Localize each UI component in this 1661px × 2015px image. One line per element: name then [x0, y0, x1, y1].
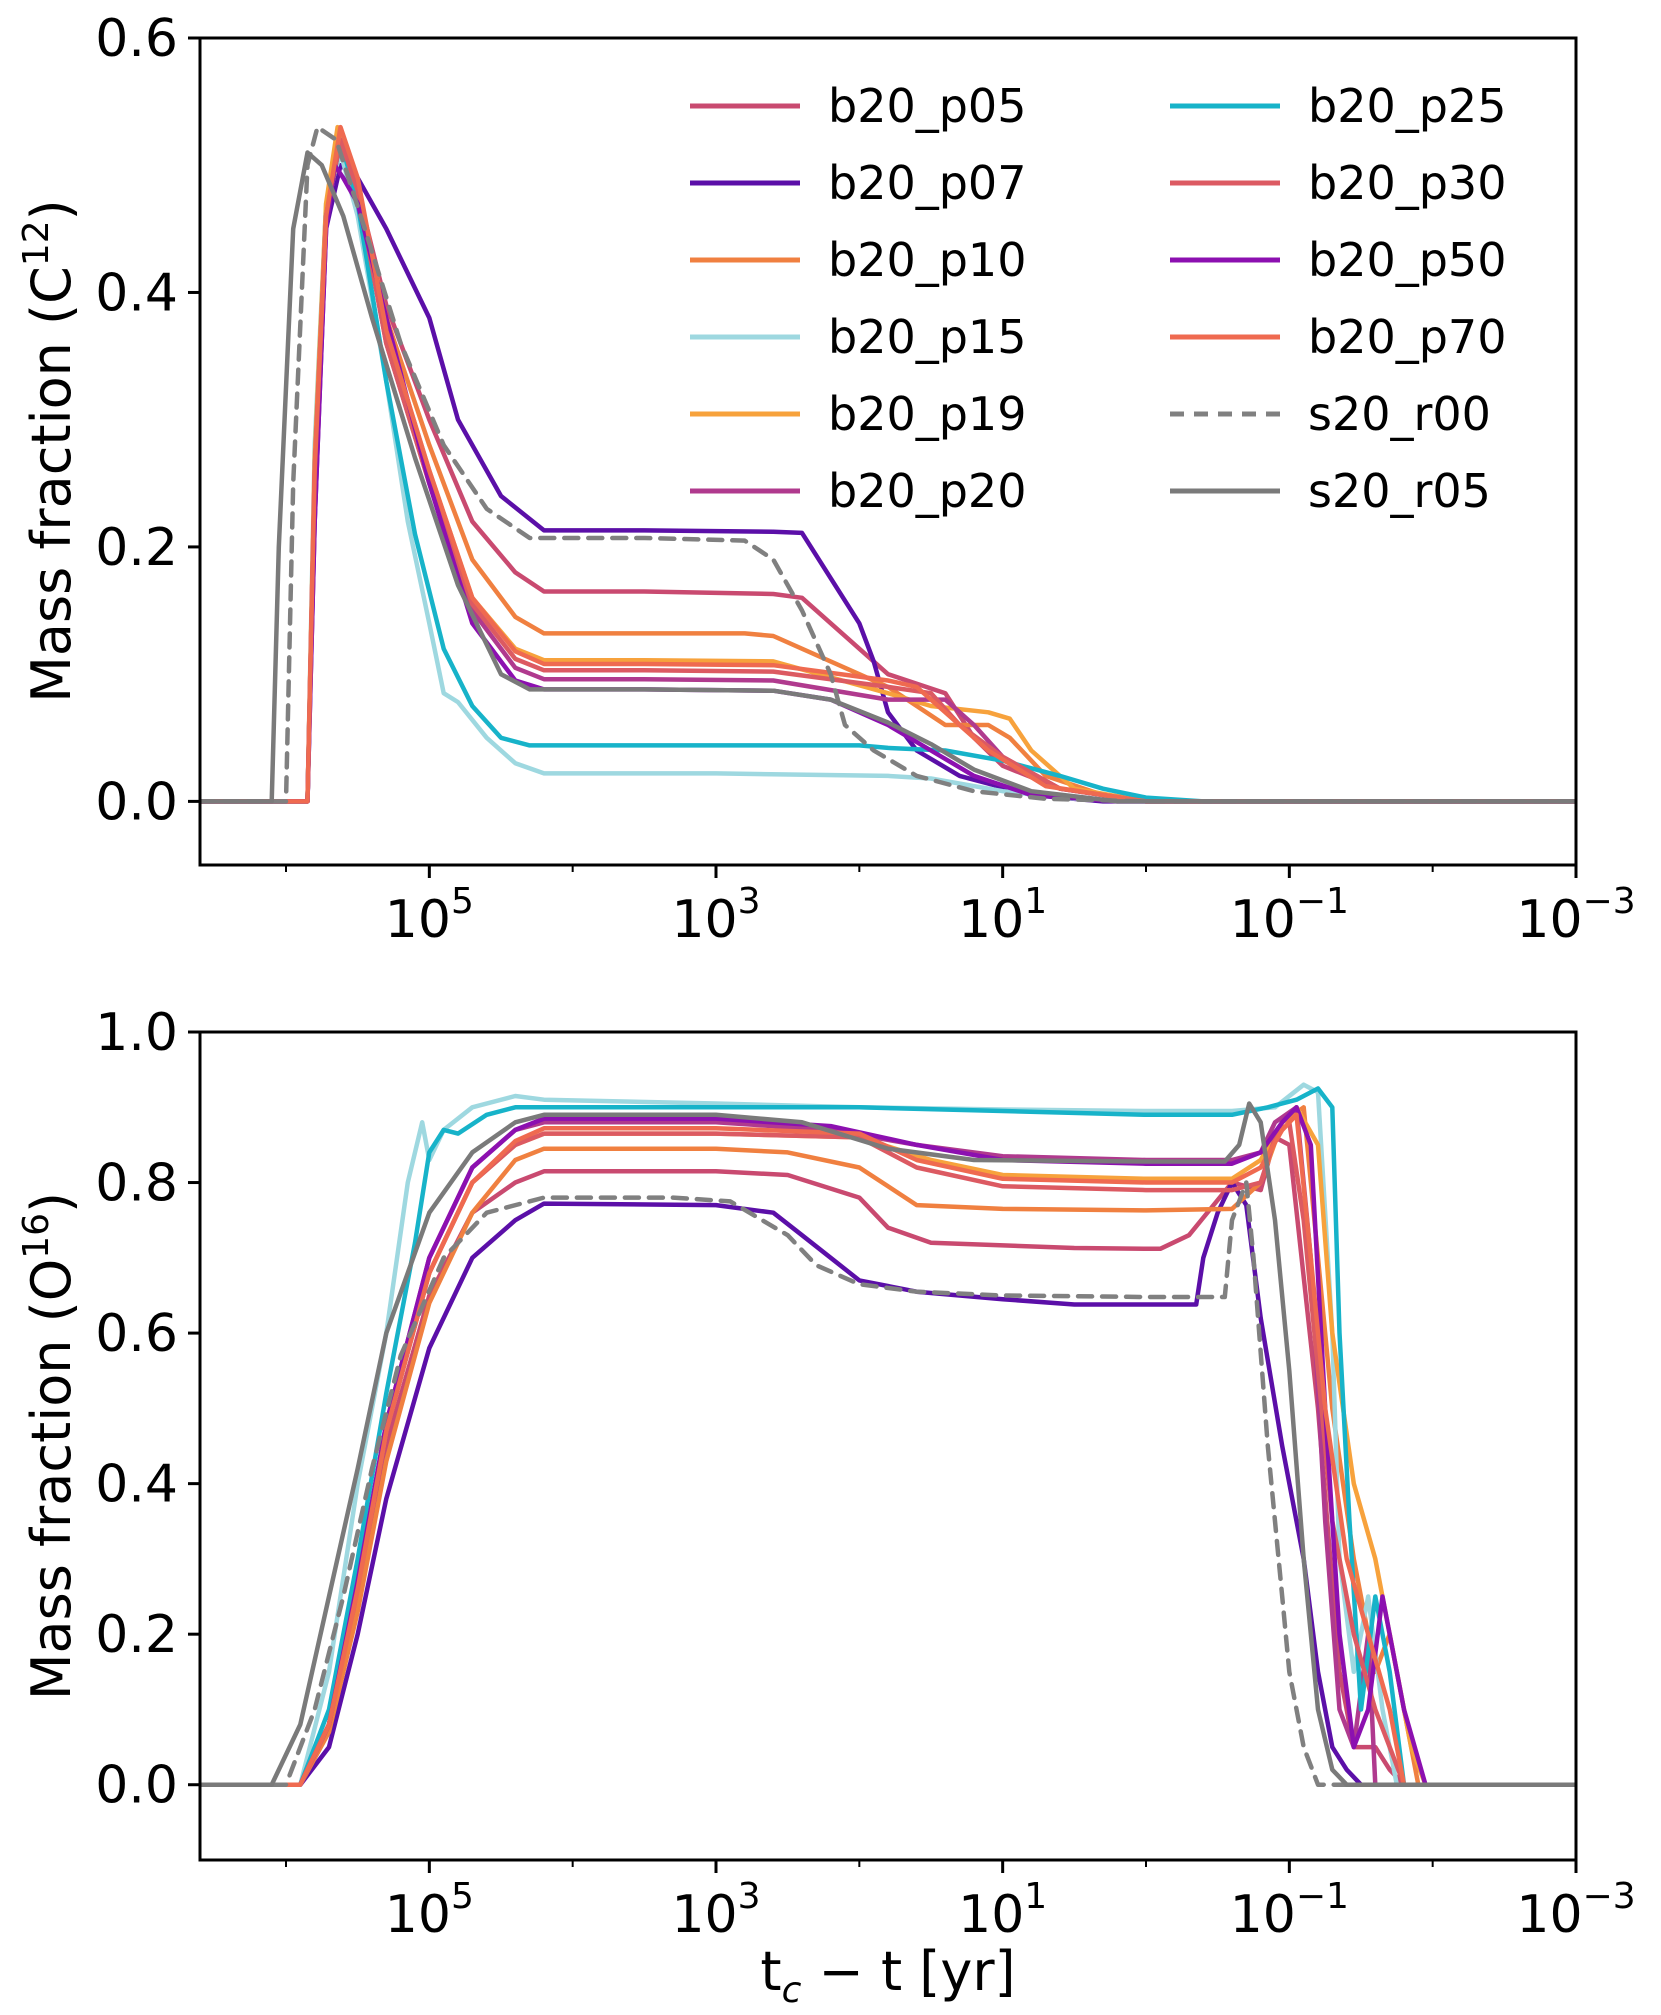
top-y-axis-label-main: Mass fraction (C — [20, 266, 83, 702]
top-x-ticks: 105 103 101 10−1 10−3 — [285, 865, 1636, 950]
top-y-tick-label: 0.0 — [95, 772, 178, 832]
top-y-tick-label: 0.6 — [95, 9, 178, 69]
x-axis-label-sub: c — [782, 1970, 802, 2011]
bottom-x-tick-label: 101 — [958, 1876, 1047, 1945]
bottom-y-axis-label-sup: 16 — [16, 1213, 57, 1259]
top-y-axis-label-sup: 12 — [16, 220, 57, 266]
legend-label-s20-r00: s20_r00 — [1308, 387, 1491, 441]
bottom-y-tick-label: 0.0 — [95, 1756, 178, 1816]
top-x-tick-label: 10−1 — [1230, 881, 1349, 950]
top-y-tick-label: 0.2 — [95, 518, 178, 578]
bottom-x-tick-label: 103 — [671, 1876, 760, 1945]
bottom-series-line-b20-p70 — [200, 1112, 1576, 1787]
top-series-line-s20-r05 — [200, 150, 1576, 804]
bottom-y-axis-label-end: ) — [20, 1192, 83, 1213]
x-axis-label: tc − t [yr] — [760, 1940, 1015, 2011]
bottom-series-lines — [200, 1082, 1576, 1787]
bottom-plot-frame — [198, 1030, 1578, 1862]
bottom-x-tick-label: 10−3 — [1516, 1876, 1635, 1945]
legend-label-b20-p07: b20_p07 — [828, 156, 1026, 210]
bottom-y-tick-label: 1.0 — [95, 1003, 178, 1063]
top-y-axis-label: Mass fraction (C12) — [16, 199, 83, 702]
legend-label-b20-p50: b20_p50 — [1308, 233, 1506, 287]
legend-label-b20-p10: b20_p10 — [828, 233, 1026, 287]
top-x-tick-label: 10−3 — [1516, 881, 1635, 950]
bottom-series-line-s20-r00 — [200, 1180, 1576, 1787]
top-series-line-b20-p70 — [200, 124, 1576, 804]
legend-label-b20-p15: b20_p15 — [828, 310, 1026, 364]
legend-label-b20-p19: b20_p19 — [828, 387, 1026, 441]
bottom-y-axis-label: Mass fraction (O16) — [16, 1192, 83, 1700]
legend-label-s20-r05: s20_r05 — [1308, 464, 1491, 518]
top-series-line-b20-p19 — [200, 124, 1576, 804]
bottom-series-line-b20-p05 — [200, 1135, 1576, 1787]
legend-label-b20-p25: b20_p25 — [1308, 79, 1506, 133]
bottom-series-line-s20-r05 — [200, 1101, 1576, 1787]
top-y-tick-label: 0.4 — [95, 263, 178, 323]
top-plot-frame — [198, 36, 1578, 867]
bottom-x-tick-label: 105 — [385, 1876, 474, 1945]
bottom-y-tick-label: 0.6 — [95, 1304, 178, 1364]
bottom-panel-o16: 0.0 0.2 0.4 0.6 0.8 1.0 105 103 101 10−1 10−3 Mas… — [16, 1003, 1636, 2011]
bottom-y-tick-label: 0.4 — [95, 1455, 178, 1515]
legend-label-b20-p20: b20_p20 — [828, 464, 1026, 518]
top-x-tick-label: 101 — [958, 881, 1047, 950]
legend-label-b20-p70: b20_p70 — [1308, 310, 1506, 364]
bottom-y-ticks: 0.0 0.2 0.4 0.6 0.8 1.0 — [95, 1003, 200, 1816]
top-y-ticks: 0.0 0.2 0.4 0.6 — [95, 9, 200, 832]
top-panel-c12: 0.0 0.2 0.4 0.6 105 103 101 10−1 10−3 Mass frac… — [16, 9, 1636, 950]
legend-label-b20-p05: b20_p05 — [828, 79, 1026, 133]
top-x-tick-label: 103 — [671, 881, 760, 950]
bottom-series-line-b20-p50 — [200, 1105, 1576, 1787]
top-series-lines — [200, 124, 1576, 804]
bottom-y-tick-label: 0.8 — [95, 1154, 178, 1214]
x-axis-label-main: t — [760, 1940, 781, 2003]
bottom-series-line-b20-p25 — [200, 1086, 1576, 1787]
bottom-y-axis-label-main: Mass fraction (O — [20, 1259, 83, 1700]
top-x-tick-label: 105 — [385, 881, 474, 950]
bottom-y-tick-label: 0.2 — [95, 1605, 178, 1665]
legend-label-b20-p30: b20_p30 — [1308, 156, 1506, 210]
top-y-axis-label-end: ) — [20, 199, 83, 220]
x-axis-label-end: − t [yr] — [801, 1940, 1015, 2003]
top-series-line-s20-r00 — [200, 124, 1576, 804]
bottom-x-ticks: 105 103 101 10−1 10−3 — [285, 1860, 1636, 1945]
bottom-x-tick-label: 10−1 — [1230, 1876, 1349, 1945]
legend: b20_p05 b20_p07 b20_p10 b20_p15 b20_p19 b20_p… — [690, 79, 1506, 518]
